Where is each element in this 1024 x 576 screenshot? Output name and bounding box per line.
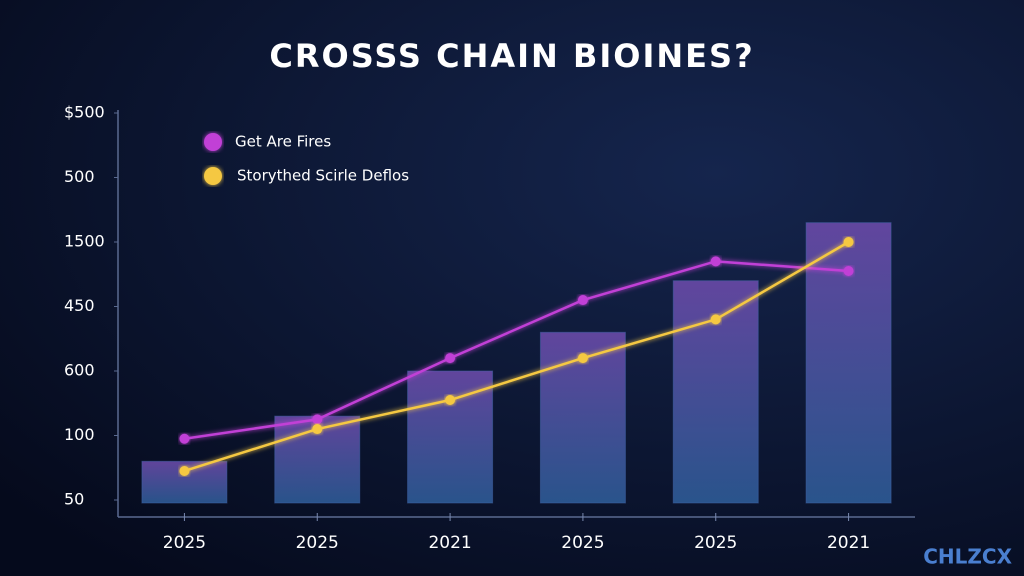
legend-label: Storythed Scirle Deflos (237, 167, 409, 185)
bar (672, 280, 759, 504)
line-series (184, 260, 849, 440)
x-tick-label: 2021 (428, 533, 471, 553)
point (843, 266, 854, 277)
watermark: CHLZCX (923, 545, 1012, 569)
y-tick-label: 1500 (64, 232, 105, 251)
point (445, 395, 456, 406)
bar (407, 370, 494, 504)
x-tick-label: 2025 (163, 533, 206, 553)
y-tick-label: 600 (64, 361, 95, 380)
x-tick-label: 2025 (561, 533, 604, 553)
point (312, 424, 323, 435)
point (445, 353, 456, 364)
y-tick-label: $500 (64, 103, 105, 122)
point (179, 465, 190, 476)
point (312, 414, 323, 425)
point (710, 256, 721, 267)
y-tick-label: 100 (64, 425, 95, 444)
y-tick-label: 500 (64, 167, 95, 186)
y-tick-label: 50 (64, 490, 84, 509)
x-tick-label: 2021 (827, 533, 870, 553)
point (710, 314, 721, 325)
x-tick-label: 2025 (296, 533, 339, 553)
point (843, 237, 854, 247)
point (577, 295, 588, 306)
y-tick-label: 450 (64, 296, 95, 315)
legend-swatch (204, 133, 222, 151)
legend-swatch (204, 167, 222, 185)
legend-label: Get Are Fires (235, 133, 331, 151)
legend: Get Are Fires Storythed Scirle Deflos (204, 133, 409, 185)
point (179, 433, 190, 444)
line-series (184, 240, 850, 473)
x-tick-label: 2025 (694, 533, 737, 553)
point (577, 353, 588, 364)
chart-title: CROSSS CHAIN BIOINES? (269, 37, 754, 75)
bar (805, 222, 892, 504)
